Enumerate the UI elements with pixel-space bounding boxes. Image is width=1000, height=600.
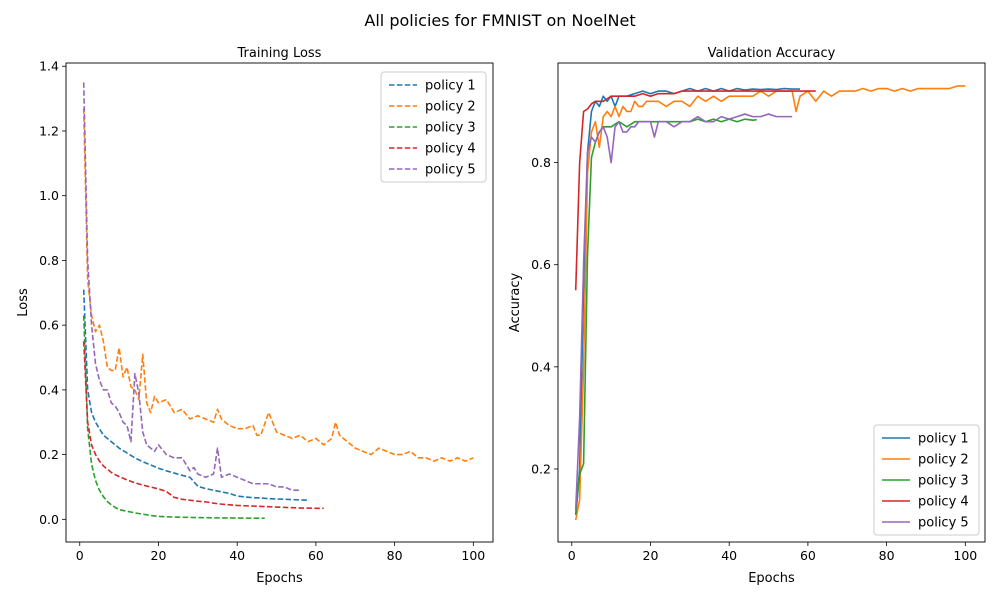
chart-title: Training Loss [237, 46, 322, 61]
x-tick-label: 20 [643, 548, 659, 563]
validation-accuracy-chart: Validation Accuracy 0 20 40 60 80 100 0.2 0.4 0.6… [508, 46, 986, 586]
y-tick-label: 0.2 [39, 447, 59, 462]
legend-label: policy 3 [918, 474, 969, 489]
chart-title: Validation Accuracy [708, 46, 836, 61]
y-tick-label: 0.8 [39, 253, 59, 268]
x-tick-label: 80 [387, 548, 403, 563]
x-tick-label: 80 [879, 548, 895, 563]
y-tick-label: 0.2 [531, 461, 551, 476]
axes-frame [557, 62, 986, 543]
x-tick-label: 40 [229, 548, 245, 563]
series-line-policy-1 [82, 289, 309, 502]
legend-box [380, 71, 487, 183]
figure-title: All policies for FMNIST on NoelNet [364, 11, 635, 30]
y-axis-label: Accuracy [508, 273, 523, 333]
x-tick-label: 100 [461, 548, 485, 563]
series-line-policy-2 [82, 108, 474, 462]
series-line-policy-5 [82, 82, 301, 492]
training-loss-chart: Training Loss 0 20 40 60 80 100 0.0 0.2 0.4 0.6 0.8… [16, 46, 494, 586]
series-line-policy-4 [82, 341, 324, 510]
x-tick-label: 100 [953, 548, 977, 563]
legend-label: policy 1 [425, 79, 476, 94]
legend-label: policy 5 [918, 516, 969, 531]
y-tick-label: 0.0 [39, 512, 59, 527]
legend-label: policy 1 [918, 432, 969, 447]
axes-frame [65, 62, 494, 543]
x-tick-label: 0 [568, 548, 576, 563]
y-tick-label: 0.4 [39, 382, 59, 397]
x-tick-label: 60 [308, 548, 324, 563]
x-axis-label: Epochs [256, 571, 303, 586]
y-tick-label: 1.0 [39, 188, 59, 203]
series-line-policy-2 [574, 85, 966, 521]
y-axis-label: Loss [16, 288, 31, 317]
y-tick-label: 1.2 [39, 123, 59, 138]
x-tick-label: 0 [76, 548, 84, 563]
series-line-policy-4 [574, 90, 816, 291]
legend-label: policy 2 [425, 100, 476, 115]
x-tick-label: 60 [800, 548, 816, 563]
y-tick-label: 1.4 [39, 59, 59, 74]
series-line-policy-1 [574, 87, 801, 515]
legend-label: policy 4 [425, 142, 476, 157]
x-axis-label: Epochs [748, 571, 795, 586]
legend-label: policy 5 [425, 163, 476, 178]
y-tick-label: 0.4 [531, 359, 551, 374]
x-tick-label: 20 [151, 548, 167, 563]
legend-label: policy 4 [918, 495, 969, 510]
legend: policy 1 policy 2 policy 3 policy 4 policy 5 [380, 71, 487, 183]
y-tick-label: 0.8 [531, 155, 551, 170]
series-group [574, 85, 966, 521]
series-line-policy-3 [82, 315, 265, 520]
series-line-policy-5 [574, 113, 793, 510]
y-tick-label: 0.6 [531, 257, 551, 272]
legend: policy 1 policy 2 policy 3 policy 4 policy 5 [873, 424, 980, 536]
legend-label: policy 2 [918, 453, 969, 468]
y-tick-label: 0.6 [39, 318, 59, 333]
x-tick-label: 40 [721, 548, 737, 563]
legend-label: policy 3 [425, 121, 476, 136]
legend-box [873, 424, 980, 536]
series-group [82, 82, 474, 520]
